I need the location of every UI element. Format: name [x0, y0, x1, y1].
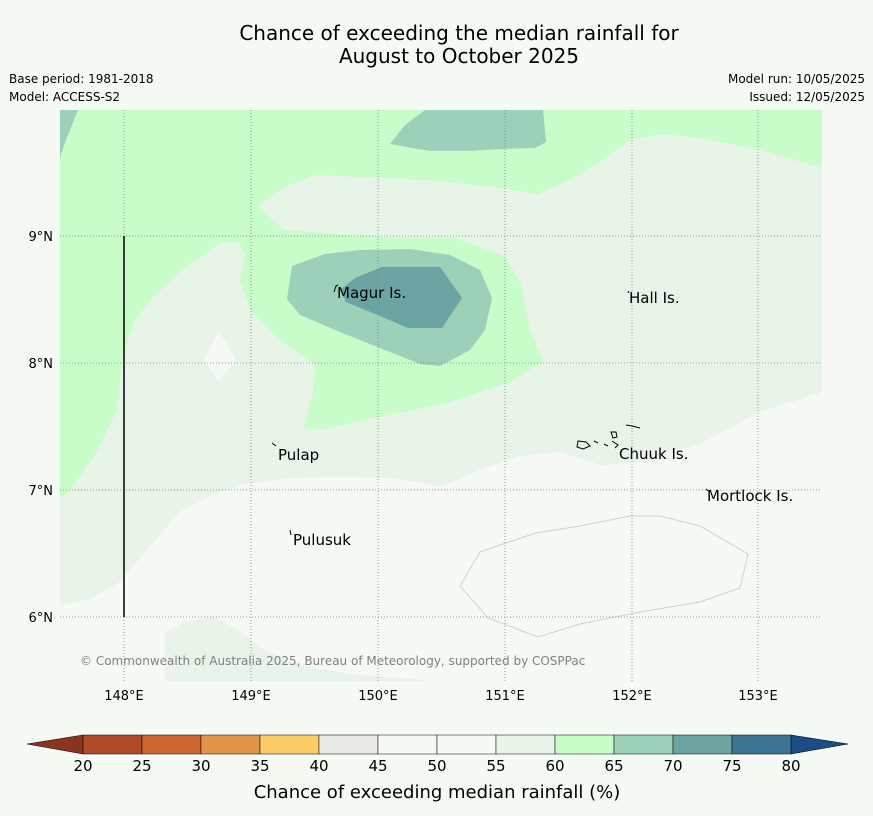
bin-70-75-region — [340, 267, 462, 328]
colorbar-tick-label: 35 — [250, 757, 269, 775]
colorbar-segment — [672, 734, 733, 755]
contour-55-east — [459, 515, 749, 638]
label-magur: Magur Is. — [337, 284, 406, 302]
colorbar-tick-label: 70 — [663, 757, 682, 775]
colorbar-segment — [613, 734, 674, 755]
colorbar-ticks: 20 25 30 35 40 45 50 55 60 65 70 75 80 — [73, 757, 800, 775]
lon-label-151e: 151°E — [485, 689, 525, 704]
colorbar-over-arrow — [790, 734, 849, 755]
place-labels: Magur Is. Hall Is. Pulap Chuuk Is. Mortl… — [278, 284, 793, 549]
colorbar-segment — [554, 734, 615, 755]
metadata-right: Model run: 10/05/2025 Issued: 12/05/2025 — [728, 70, 865, 106]
label-chuuk: Chuuk Is. — [619, 445, 688, 463]
title-line-2: August to October 2025 — [338, 44, 580, 68]
colorbar-segment — [82, 734, 143, 755]
colorbar-tick-label: 75 — [722, 757, 741, 775]
colorbar-tick-label: 30 — [191, 757, 210, 775]
base-period-text: Base period: 1981-2018 — [9, 72, 154, 86]
bin-55-60-region-south — [165, 616, 430, 681]
colorbar-tick-label: 20 — [73, 757, 92, 775]
lon-labels: 148°E 149°E 150°E 151°E 152°E 153°E — [104, 689, 778, 704]
colorbar-segment — [731, 734, 792, 755]
lon-label-148e: 148°E — [104, 689, 144, 704]
model-run-text: Model run: 10/05/2025 — [727, 72, 865, 86]
colorbar-segment — [436, 734, 497, 755]
bin-65-70-region-north — [390, 110, 546, 151]
colorbar-tick-label: 65 — [604, 757, 623, 775]
bin-65-70-region-west — [60, 110, 78, 157]
colorbar-segment — [200, 734, 261, 755]
lat-label-6n: 6°N — [29, 611, 54, 626]
island-markers — [271, 284, 709, 536]
colorbar: 20 25 30 35 40 45 50 55 60 65 70 75 80 Chance of exc… — [26, 734, 849, 803]
colorbar-under-arrow — [26, 734, 84, 755]
label-pulap: Pulap — [278, 446, 319, 464]
lat-label-9n: 9°N — [29, 230, 54, 245]
colorbar-segments — [82, 734, 792, 755]
lat-labels: 9°N 8°N 7°N 6°N — [29, 230, 54, 626]
colorbar-tick-label: 55 — [486, 757, 505, 775]
label-hall: Hall Is. — [629, 289, 680, 307]
metadata-left: Base period: 1981-2018 Model: ACCESS-S2 — [9, 70, 154, 106]
map-area[interactable]: Magur Is. Hall Is. Pulap Chuuk Is. Mortl… — [60, 110, 822, 681]
title-line-1: Chance of exceeding the median rainfall … — [239, 21, 679, 45]
colorbar-title: Chance of exceeding median rainfall (%) — [254, 782, 621, 803]
issued-text: Issued: 12/05/2025 — [749, 90, 865, 104]
bin-40-45-region — [203, 331, 236, 382]
colorbar-segment — [495, 734, 556, 755]
colorbar-segment — [377, 734, 438, 755]
lat-label-8n: 8°N — [29, 357, 54, 372]
copyright-text: © Commonwealth of Australia 2025, Bureau… — [80, 654, 585, 668]
colorbar-tick-label: 80 — [781, 757, 800, 775]
colorbar-tick-label: 40 — [309, 757, 328, 775]
lon-label-153e: 153°E — [738, 689, 778, 704]
colorbar-tick-label: 50 — [427, 757, 446, 775]
colorbar-segment — [318, 734, 379, 755]
lon-label-150e: 150°E — [358, 689, 398, 704]
lon-label-149e: 149°E — [231, 689, 271, 704]
colorbar-tick-label: 25 — [132, 757, 151, 775]
colorbar-segment — [141, 734, 202, 755]
model-text: Model: ACCESS-S2 — [9, 90, 121, 104]
label-pulusuk: Pulusuk — [293, 531, 351, 549]
lat-label-7n: 7°N — [29, 484, 54, 499]
label-mortlock: Mortlock Is. — [707, 487, 793, 505]
colorbar-tick-label: 45 — [368, 757, 387, 775]
map-title: Chance of exceeding the median rainfall … — [0, 22, 873, 68]
lon-label-152e: 152°E — [612, 689, 652, 704]
colorbar-tick-label: 60 — [545, 757, 564, 775]
gridlines — [60, 110, 822, 681]
colorbar-segment — [259, 734, 320, 755]
